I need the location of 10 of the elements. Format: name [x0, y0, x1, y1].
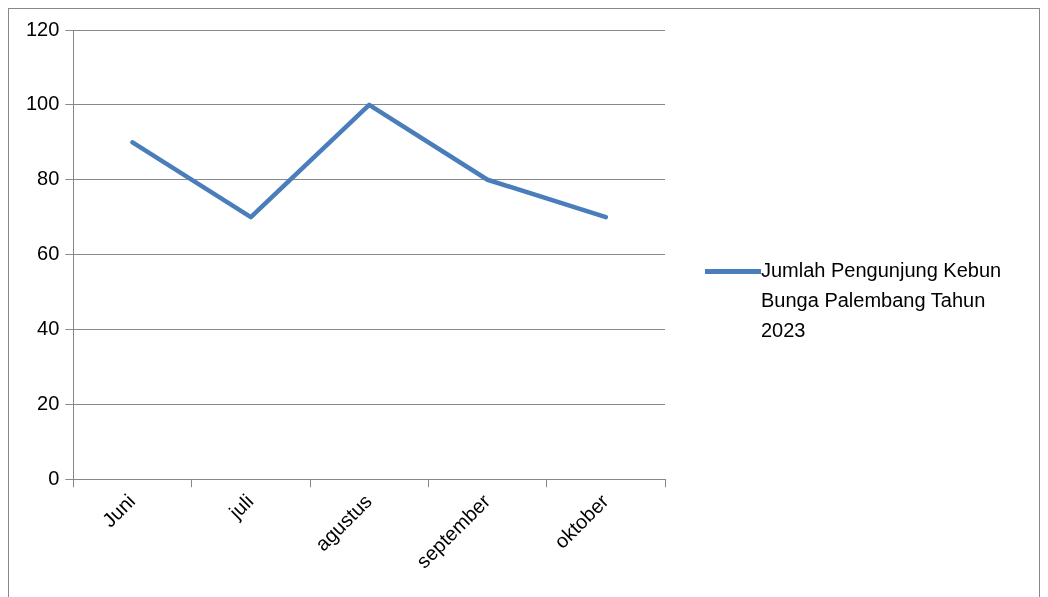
legend-label: Jumlah Pengunjung Kebun Bunga Palembang Tahun 2023: [761, 258, 1003, 343]
x-tick-label: juli: [224, 489, 258, 524]
y-tick-label: 20: [37, 391, 60, 414]
y-tick-label: 40: [37, 316, 60, 339]
y-tick-label: 0: [48, 466, 60, 489]
y-tick-label: 120: [25, 17, 60, 40]
y-tick-label: 100: [25, 92, 60, 115]
y-tick-label: 80: [37, 167, 60, 190]
x-tick-label: Juni: [97, 489, 140, 532]
y-tick-label: 60: [37, 242, 60, 265]
